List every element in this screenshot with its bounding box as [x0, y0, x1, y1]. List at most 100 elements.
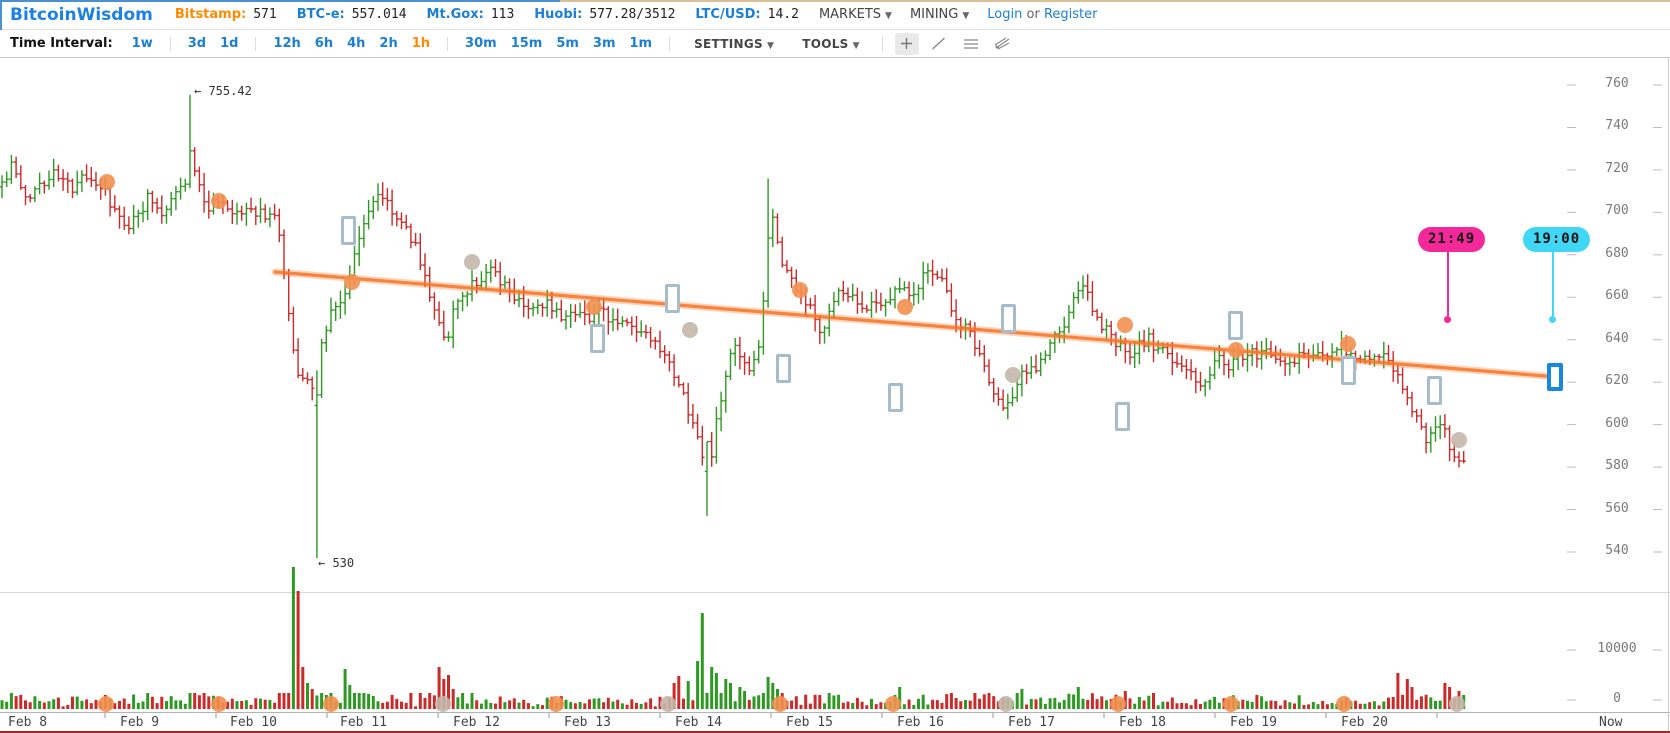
flag-dot [1444, 316, 1451, 323]
interval-link-3d[interactable]: 3d [187, 36, 207, 51]
markets-menu[interactable]: MARKETS ▼ [819, 7, 892, 22]
divider [669, 36, 671, 51]
ticker-value: 557.014 [351, 7, 407, 22]
ticker-value: 571 [253, 7, 277, 22]
time-flag-pink[interactable]: 21:49 [1418, 227, 1486, 252]
trade-dot-gray [1005, 367, 1021, 383]
trade-dot-orange [792, 282, 808, 298]
date-label: Feb 11 [340, 715, 387, 730]
price-axis-label: 620 [1605, 373, 1629, 389]
window-edge-bottom [0, 731, 1670, 733]
ticker-value: 14.2 [767, 7, 799, 22]
ticker-label: Huobi: [534, 7, 583, 22]
or-text: or [1026, 7, 1040, 22]
date-label: Feb 15 [786, 715, 833, 730]
trade-dot-gray [464, 254, 480, 270]
trade-dot-orange [586, 299, 602, 315]
date-label: Feb 16 [897, 715, 944, 730]
volume-trade-dot [435, 696, 451, 712]
price-axis-label: 600 [1605, 415, 1629, 431]
register-link[interactable]: Register [1043, 7, 1098, 22]
ticker-item: Huobi: 577.28/3512 [534, 7, 675, 22]
flag-dot [1549, 316, 1556, 323]
volume-trade-dot [885, 696, 901, 712]
volume-bars-down [14, 591, 1461, 709]
chevron-down-icon: ▼ [885, 11, 892, 21]
volume-trade-dot [772, 696, 788, 712]
settings-menu[interactable]: SETTINGS ▼ [694, 37, 774, 51]
mining-menu-label: MINING [909, 7, 959, 22]
marker-rect [1001, 304, 1016, 333]
interval-link-30m[interactable]: 30m [465, 36, 497, 51]
fibonacci-fan-icon [995, 37, 1010, 50]
price-axis-label: 640 [1605, 330, 1629, 346]
window-edge-top-left [0, 0, 560, 2]
trade-dot-orange [897, 299, 913, 315]
interval-link-15m[interactable]: 15m [510, 36, 543, 51]
trade-dot-orange [211, 193, 227, 209]
divider [881, 35, 883, 52]
trade-dot-orange [99, 174, 115, 190]
crosshair-icon [901, 38, 913, 49]
fibonacci-fan-tool-button[interactable] [991, 33, 1015, 55]
marker-rect [341, 216, 356, 245]
interval-links: 1w 3d 1d 12h 6h 4h 2h 1h 30m 15m 5m 3m 1m [125, 36, 659, 51]
ticker-label: Bitstamp: [174, 7, 247, 22]
horizontal-lines-tool-button[interactable] [959, 33, 983, 55]
current-price-marker[interactable] [1547, 363, 1563, 391]
trend-line[interactable] [273, 270, 1559, 379]
marker-rect [1115, 402, 1130, 431]
interval-link-1d[interactable]: 1d [220, 36, 239, 51]
crosshair-tool-button[interactable] [894, 32, 919, 55]
chevron-down-icon: ▼ [767, 40, 775, 51]
interval-link-2h[interactable]: 2h [379, 36, 398, 51]
login-link[interactable]: Login [987, 7, 1023, 22]
ticker-item: BTC-e: 557.014 [297, 7, 407, 22]
interval-link-1m[interactable]: 1m [629, 36, 653, 51]
volume-bars-up [0, 567, 1466, 709]
volume-trade-dot [998, 696, 1014, 712]
volume-axis-label: 10000 [1597, 641, 1637, 656]
interval-link-1h[interactable]: 1h [411, 36, 431, 51]
price-axis-label: 740 [1605, 118, 1629, 134]
time-interval-label: Time Interval: [10, 36, 113, 51]
trade-dot-orange [1340, 336, 1356, 352]
settings-menu-label: SETTINGS [694, 36, 763, 51]
mining-menu[interactable]: MINING ▼ [910, 7, 969, 22]
brand-logo[interactable]: BitcoinWisdom [10, 4, 153, 25]
price-axis-label: 760 [1605, 76, 1629, 91]
trade-dot-orange [344, 274, 360, 290]
trendline-tool-button[interactable] [927, 33, 951, 55]
trade-dot-gray [1451, 432, 1467, 448]
tools-menu[interactable]: TOOLS ▼ [802, 37, 860, 51]
interval-link-6h[interactable]: 6h [314, 36, 334, 51]
interval-link-3m[interactable]: 3m [592, 36, 616, 51]
date-label: Feb 10 [230, 715, 277, 730]
interval-link-4h[interactable]: 4h [347, 36, 366, 51]
marker-rect [665, 284, 680, 313]
chevron-down-icon: ▼ [852, 40, 860, 51]
interval-link-5m[interactable]: 5m [556, 36, 579, 51]
date-label: Feb 9 [120, 715, 160, 730]
volume-trade-dot [323, 696, 339, 712]
time-flag-cyan[interactable]: 19:00 [1523, 227, 1591, 252]
volume-trade-dot [1336, 696, 1352, 712]
volume-axis-label: 0 [1613, 691, 1621, 706]
chart-toolbar: Time Interval: 1w 3d 1d 12h 6h 4h 2h 1h 30m 15m 5m… [0, 30, 1670, 58]
interval-link-1w[interactable]: 1w [131, 36, 153, 51]
volume-trade-dot [548, 696, 564, 712]
date-label: Feb 13 [564, 715, 611, 730]
price-axis-label: 660 [1605, 288, 1629, 304]
ticker-item: LTC/USD: 14.2 [695, 7, 799, 22]
trade-dot-orange [1117, 317, 1133, 333]
date-label: Feb 8 [8, 715, 48, 730]
date-label: Feb 17 [1008, 715, 1055, 730]
interval-link-12h[interactable]: 12h [273, 36, 301, 51]
volume-trade-dot [98, 696, 114, 712]
flag-stem [1552, 252, 1554, 316]
volume-trade-dot [660, 696, 676, 712]
now-label: Now [1599, 715, 1623, 730]
ticker-label: BTC-e: [296, 7, 345, 22]
ticker-value: 577.28/3512 [589, 7, 676, 22]
